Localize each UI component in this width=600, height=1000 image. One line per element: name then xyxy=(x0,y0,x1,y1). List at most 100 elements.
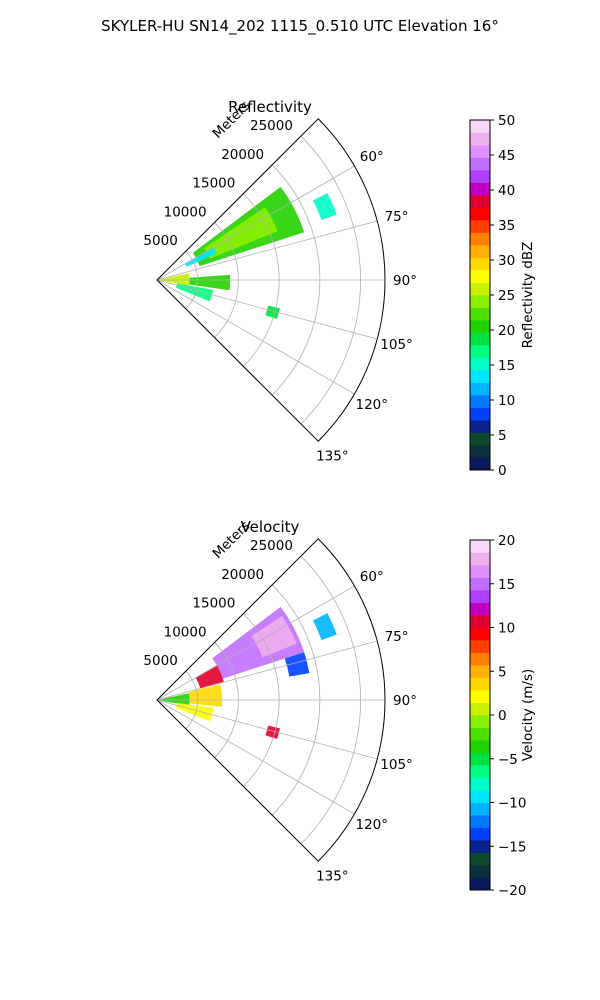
colorbar-tick-label: 15 xyxy=(498,358,515,374)
colorbar-swatch xyxy=(470,877,490,891)
colorbar-swatch xyxy=(470,740,490,753)
azimuth-spoke xyxy=(156,640,378,701)
range-tick-label: 25000 xyxy=(250,118,293,134)
range-tick-label: 5000 xyxy=(143,653,177,669)
colorbar-swatch xyxy=(470,765,490,778)
echo-layer xyxy=(157,606,337,740)
colorbar-swatch xyxy=(470,815,490,828)
azimuth-spoke xyxy=(156,165,355,281)
azimuth-spoke xyxy=(156,279,355,395)
colorbar-swatch xyxy=(470,220,490,233)
colorbar-tick-label: 20 xyxy=(498,533,515,549)
colorbar-tick-label: 5 xyxy=(498,664,507,680)
colorbar-tick-label: 10 xyxy=(498,393,515,409)
colorbar-swatch xyxy=(470,320,490,333)
colorbar-tick-label: 0 xyxy=(498,463,507,479)
colorbar-swatch xyxy=(470,245,490,258)
range-tick-label: 10000 xyxy=(164,624,207,640)
colorbar-swatch xyxy=(470,145,490,158)
colorbar-tick-label: 35 xyxy=(498,218,515,234)
colorbar-swatch xyxy=(470,540,490,553)
colorbar-swatch xyxy=(470,407,490,421)
colorbar-swatch xyxy=(470,232,490,246)
colorbar-tick-label: −10 xyxy=(498,796,527,812)
colorbar-tick-label: 40 xyxy=(498,183,515,199)
colorbar-swatch xyxy=(470,195,490,208)
range-tick-label: 20000 xyxy=(221,147,264,163)
sector-frame xyxy=(156,118,386,442)
colorbar-swatch xyxy=(470,665,490,678)
colorbar-tick-label: −5 xyxy=(498,752,518,768)
sector-frame xyxy=(156,538,386,862)
colorbar-swatch xyxy=(470,270,490,283)
radar-panel-reflectivity: Reflectivity500010000150002000025000Mete… xyxy=(143,98,536,479)
colorbar-tick-label: −20 xyxy=(498,883,527,899)
colorbar-swatch xyxy=(470,690,490,703)
colorbar-swatch xyxy=(470,182,490,196)
colorbar-swatch xyxy=(470,207,490,221)
azimuth-tick-label: 75° xyxy=(385,629,409,645)
colorbar-tick-label: 20 xyxy=(498,323,515,339)
colorbar-swatch xyxy=(470,715,490,728)
colorbar-tick-label: 5 xyxy=(498,428,507,444)
colorbar-swatch xyxy=(470,577,490,591)
azimuth-tick-label: 120° xyxy=(356,817,389,833)
colorbar-swatch xyxy=(470,802,490,816)
colorbar-swatch xyxy=(470,752,490,766)
colorbar-swatch xyxy=(470,640,490,653)
colorbar-swatch xyxy=(470,652,490,666)
echo-layer xyxy=(157,186,337,320)
colorbar-tick-label: 30 xyxy=(498,253,515,269)
azimuth-spoke xyxy=(156,699,378,760)
colorbar-swatch xyxy=(470,865,490,878)
colorbar-swatch xyxy=(470,777,490,791)
azimuth-tick-label: 90° xyxy=(393,273,417,289)
echo-region xyxy=(265,725,280,740)
azimuth-spoke xyxy=(156,699,355,815)
colorbar-tick-label: 0 xyxy=(498,708,507,724)
azimuth-tick-label: 60° xyxy=(360,569,384,585)
azimuth-spoke xyxy=(156,220,378,281)
colorbar-swatch xyxy=(470,357,490,371)
colorbar-swatch xyxy=(470,702,490,716)
colorbar-swatch xyxy=(470,590,490,603)
colorbar-swatch xyxy=(470,852,490,866)
echo-region xyxy=(284,652,310,677)
colorbar-tick-label: 50 xyxy=(498,113,515,129)
azimuth-tick-label: 120° xyxy=(356,397,389,413)
echo-region xyxy=(265,305,280,320)
colorbar-swatch xyxy=(470,282,490,296)
range-tick-label: 15000 xyxy=(192,596,235,612)
azimuth-tick-label: 75° xyxy=(385,209,409,225)
range-tick-label: 25000 xyxy=(250,538,293,554)
echo-region xyxy=(312,193,337,221)
colorbar-tick-label: 25 xyxy=(498,288,515,304)
colorbar-swatch xyxy=(470,345,490,358)
colorbar-swatch xyxy=(470,257,490,271)
colorbar-swatch xyxy=(470,445,490,458)
colorbar-label: Reflectivity dBZ xyxy=(520,242,536,349)
colorbar-swatch xyxy=(470,382,490,396)
colorbar-swatch xyxy=(470,132,490,146)
panel-title: Reflectivity xyxy=(228,98,312,116)
colorbar-tick-label: 15 xyxy=(498,577,515,593)
colorbar-swatch xyxy=(470,395,490,408)
range-tick-label: 15000 xyxy=(192,176,235,192)
echo-region xyxy=(195,665,224,689)
echo-region xyxy=(189,274,231,291)
echo-region xyxy=(188,684,223,707)
colorbar-swatch xyxy=(470,157,490,171)
colorbar-swatch xyxy=(470,790,490,803)
echo-region xyxy=(157,693,190,706)
colorbar-swatch xyxy=(470,627,490,641)
colorbar-tick-label: 10 xyxy=(498,621,515,637)
range-tick-label: 20000 xyxy=(221,567,264,583)
colorbar-swatch xyxy=(470,370,490,383)
colorbar-swatch xyxy=(470,840,490,853)
echo-region xyxy=(185,247,217,267)
azimuth-tick-label: 135° xyxy=(316,868,349,884)
colorbar-tick-label: −15 xyxy=(498,839,527,855)
colorbar-swatch xyxy=(470,565,490,578)
